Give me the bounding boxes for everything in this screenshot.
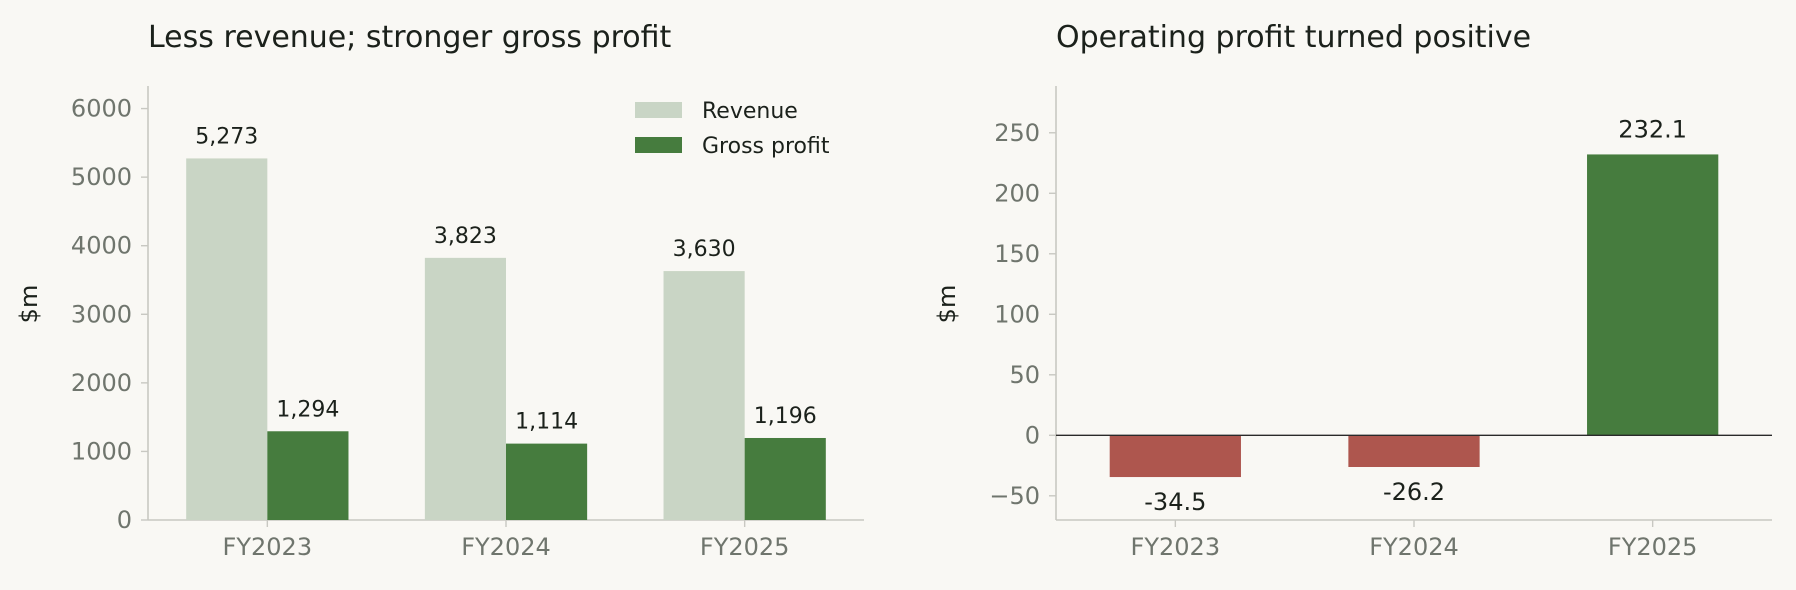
y-tick-label: 6000 [71, 95, 132, 123]
data-label: 3,630 [673, 237, 736, 262]
bar-gross-profit [506, 443, 588, 520]
y-axis-label: $m [15, 285, 43, 324]
y-tick-label: 0 [1025, 421, 1040, 449]
bar-revenue [663, 271, 745, 520]
data-label: -34.5 [1144, 488, 1206, 516]
data-label: 1,294 [276, 397, 339, 422]
legend: Revenue Gross profit [635, 99, 830, 159]
legend-label: Revenue [702, 99, 798, 124]
y-tick-label: 0 [117, 506, 132, 534]
bar-revenue [186, 158, 268, 520]
y-tick-label: −50 [989, 482, 1040, 510]
y-tick-label: 4000 [71, 232, 132, 260]
bar-gross-profit [267, 431, 349, 520]
y-tick-label: 150 [994, 240, 1040, 268]
legend-label: Gross profit [702, 134, 830, 159]
revenue-gross-profit-chart: Less revenue; stronger gross profit $m 0 10… [15, 20, 864, 561]
bar-operating-profit [1348, 435, 1480, 467]
y-tick-label: 2000 [71, 369, 132, 397]
x-tick-label: FY2023 [223, 533, 313, 561]
legend-swatch [635, 137, 682, 153]
data-label: 1,196 [754, 404, 817, 429]
y-tick-label: 50 [1009, 361, 1040, 389]
y-tick-label: 5000 [71, 163, 132, 191]
y-tick-label: 1000 [71, 437, 132, 465]
x-tick-label: FY2025 [700, 533, 790, 561]
y-tick-label: 3000 [71, 300, 132, 328]
chart-title: Less revenue; stronger gross profit [148, 20, 672, 55]
y-axis-label: $m [933, 285, 961, 324]
x-tick-label: FY2023 [1131, 533, 1221, 561]
bar-operating-profit [1587, 154, 1719, 436]
x-tick-label: FY2024 [461, 533, 551, 561]
operating-profit-chart: Operating profit turned positive $m −50 0 50… [933, 20, 1772, 561]
legend-swatch [635, 102, 682, 118]
x-tick-label: FY2024 [1369, 533, 1459, 561]
bar-operating-profit [1109, 435, 1241, 478]
bar-revenue [424, 257, 506, 520]
chart-title: Operating profit turned positive [1056, 20, 1531, 55]
y-tick-label: 250 [994, 119, 1040, 147]
data-label: 232.1 [1618, 115, 1687, 143]
data-label: -26.2 [1383, 478, 1445, 506]
y-tick-label: 200 [994, 179, 1040, 207]
data-label: 5,273 [195, 124, 258, 149]
data-label: 3,823 [434, 224, 497, 249]
bar-gross-profit [744, 437, 826, 520]
x-tick-label: FY2025 [1608, 533, 1698, 561]
y-tick-label: 100 [994, 300, 1040, 328]
data-label: 1,114 [515, 410, 578, 435]
